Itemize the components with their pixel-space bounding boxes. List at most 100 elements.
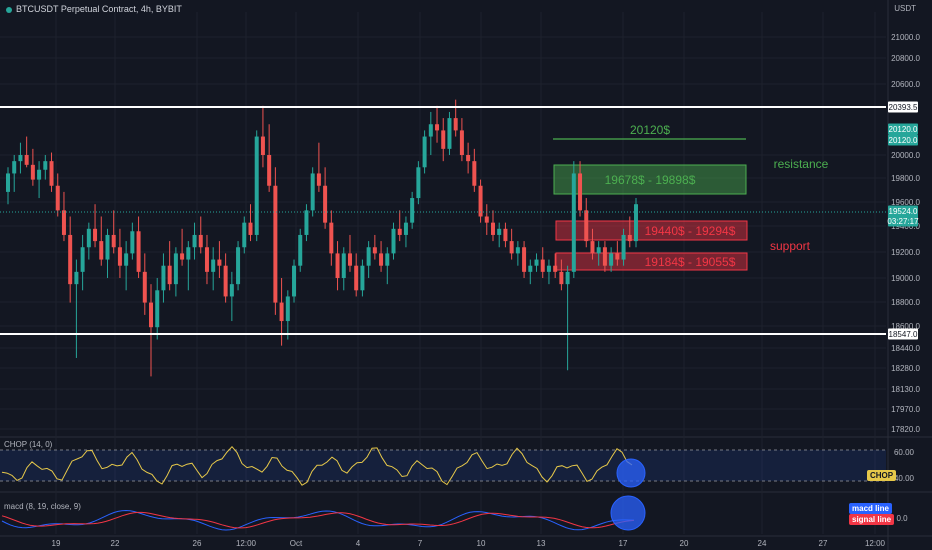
candle-body	[615, 253, 620, 260]
candle-body	[273, 185, 278, 303]
target-label: 20120$	[630, 123, 670, 137]
candle-body	[540, 259, 545, 272]
candle-body	[223, 265, 228, 297]
candle-body	[310, 173, 315, 211]
candle-body	[242, 222, 247, 248]
resistance-zone-label: 19678$ - 19898$	[605, 173, 696, 187]
level-lines	[0, 106, 886, 335]
candle-body	[30, 164, 35, 180]
candle-body	[360, 265, 365, 291]
candle-body	[422, 136, 427, 168]
chop-band	[0, 450, 886, 481]
time-tick-label: 7	[418, 539, 423, 548]
price-axis: 21000.0 20800.0 20600.0 20000.0 19800.0 19600…	[887, 33, 920, 523]
price-badge-bg	[888, 101, 918, 113]
price-tick-label: 19200.0	[891, 248, 920, 257]
candle-body	[267, 155, 272, 186]
candle-body	[68, 234, 73, 285]
candle-body	[341, 253, 346, 278]
price-badge-bg	[888, 205, 918, 217]
price-badge: 20393.5	[889, 103, 918, 112]
price-tick-label: 20000.0	[891, 151, 920, 160]
time-tick-label: 12:00	[236, 539, 257, 548]
candle-body	[86, 228, 91, 248]
support-zone-2-label: 19184$ - 19055$	[645, 255, 736, 269]
time-axis: 19 22 26 12:00 Oct 4 7 10 13 17 20 24 27 12:00	[52, 539, 886, 548]
candle-body	[441, 130, 446, 149]
candle-body	[515, 247, 520, 254]
candle-body	[484, 216, 489, 223]
candle-body	[478, 185, 483, 217]
resistance-word: resistance	[774, 157, 829, 171]
candle-body	[590, 241, 595, 254]
candle-body	[453, 118, 458, 131]
support-zone-1	[555, 220, 748, 241]
candle-body	[260, 136, 265, 155]
candle-body	[198, 234, 203, 248]
currency-label: USDT	[894, 4, 916, 13]
candle-body	[627, 234, 632, 242]
candle-body	[428, 124, 433, 137]
time-tick-label: 26	[193, 539, 202, 548]
status-dot-icon	[6, 6, 12, 13]
candle-body	[366, 247, 371, 266]
candle-body	[503, 228, 508, 242]
price-badge-bg	[888, 215, 918, 227]
candle-body	[397, 228, 402, 235]
candle-body	[211, 259, 216, 272]
candle-body	[149, 302, 154, 328]
price-badge: 03:27:17	[887, 217, 919, 226]
candle-body	[136, 231, 141, 272]
price-tick-label: 18600.0	[891, 322, 920, 331]
candle-body	[279, 302, 284, 322]
macd-line-badge: macd line	[849, 503, 892, 514]
candle-body	[204, 247, 209, 272]
candle-body	[186, 247, 191, 260]
time-tick-label: Oct	[290, 539, 303, 548]
macd-pane-label: macd (8, 19, close, 9)	[4, 502, 81, 511]
macd-highlight-circle	[610, 495, 646, 531]
candle-body	[466, 155, 471, 162]
candle-body	[217, 259, 222, 266]
resistance-zone	[553, 164, 747, 195]
candle-body	[93, 228, 98, 242]
candle-body	[155, 290, 160, 328]
candle-body	[584, 210, 589, 242]
candle-body	[546, 265, 551, 272]
candle-body	[61, 210, 66, 235]
candle-body	[285, 296, 290, 322]
candle-body	[229, 284, 234, 297]
candle-body	[528, 265, 533, 272]
candle-body	[24, 155, 29, 165]
chop-highlight-circle	[616, 458, 646, 488]
price-tick-label: 18130.0	[891, 385, 920, 394]
candle-body	[602, 247, 607, 266]
time-tick-label: 22	[111, 539, 120, 548]
support-word: support	[770, 239, 811, 253]
candle-body	[248, 222, 253, 235]
candle-body	[124, 253, 129, 266]
candle-body	[292, 265, 297, 297]
candle-series	[6, 99, 638, 377]
price-badge-bg	[888, 328, 918, 340]
time-tick-label: 20	[680, 539, 689, 548]
candle-body	[403, 222, 408, 235]
candle-body	[497, 228, 502, 235]
candle-body	[578, 173, 583, 211]
candle-body	[192, 234, 197, 248]
price-tick-label: 19800.0	[891, 174, 920, 183]
candle-body	[323, 185, 328, 223]
macd-line	[1, 509, 635, 531]
chop-badge: CHOP	[867, 470, 897, 481]
support-zone-1-label: 19440$ - 19294$	[645, 224, 736, 238]
price-badge: 20120.0	[889, 136, 918, 145]
price-tick-label: 18280.0	[891, 364, 920, 373]
zone-layer	[553, 164, 748, 271]
time-tick-label: 19	[52, 539, 61, 548]
candle-body	[80, 247, 85, 272]
candle-body	[55, 185, 60, 211]
candle-body	[391, 228, 396, 254]
candle-body	[74, 271, 79, 285]
candle-body	[490, 222, 495, 235]
